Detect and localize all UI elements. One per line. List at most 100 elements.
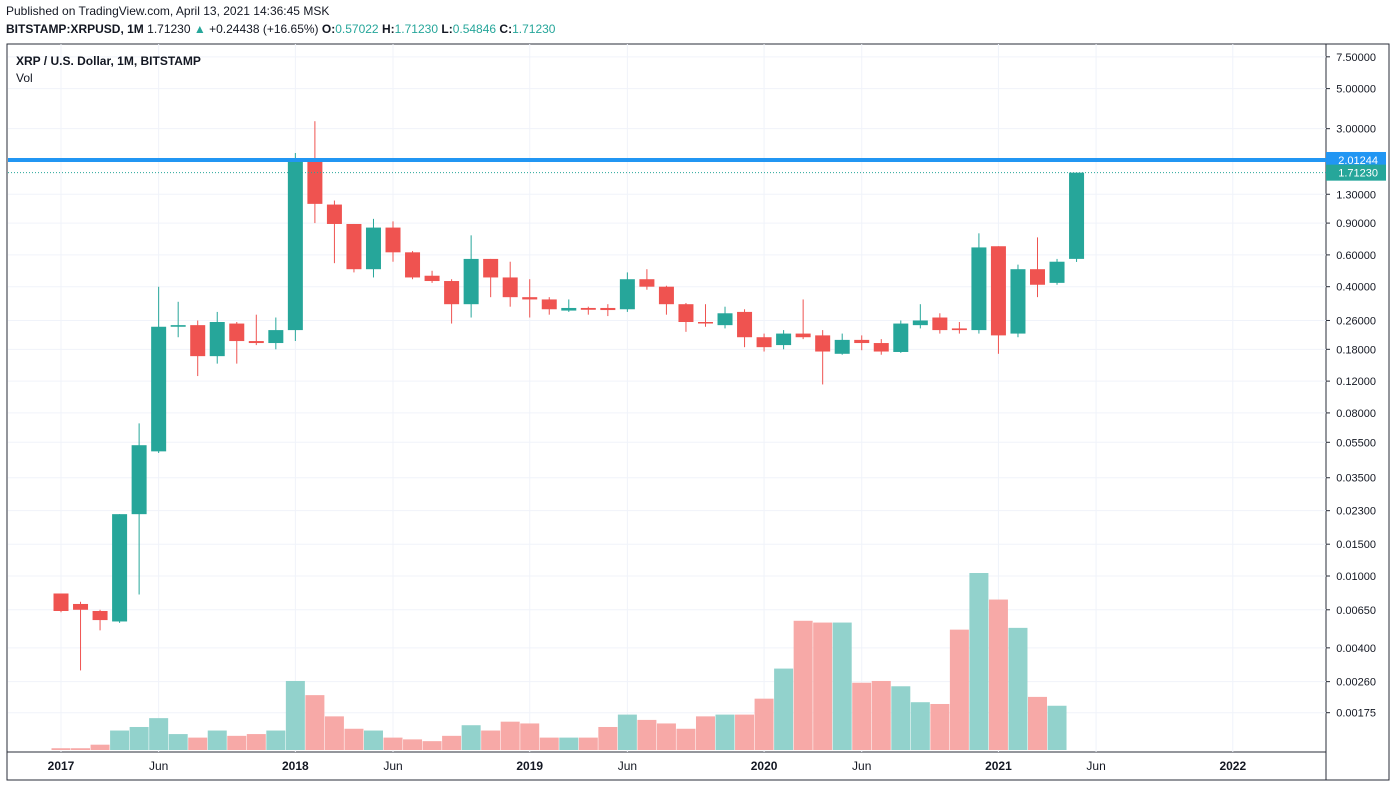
volume-bar [1047, 705, 1067, 750]
time-tick-label: 2018 [282, 759, 309, 773]
volume-bar [539, 737, 559, 750]
volume-bar [520, 723, 540, 750]
candle-body [1010, 269, 1026, 334]
volume-bar [813, 622, 833, 750]
candle-body [522, 297, 538, 300]
candle-body [1069, 172, 1085, 259]
candle [1030, 237, 1045, 298]
price-tick-label: 0.12000 [1336, 376, 1376, 388]
price-change: +0.24438 (+16.65%) [209, 22, 319, 36]
volume-bar [871, 680, 891, 750]
candle-body [951, 328, 967, 331]
legend-volume: Vol [16, 71, 33, 85]
candle [502, 261, 518, 307]
time-tick-label: Jun [1086, 759, 1105, 773]
price-tick-label: 0.18000 [1336, 344, 1376, 356]
candle [717, 306, 733, 329]
candle-body [541, 299, 557, 310]
candle [268, 317, 284, 350]
candle-body [463, 258, 479, 305]
candle-body [424, 275, 440, 282]
volume-bar [500, 721, 520, 750]
candle-body [561, 307, 577, 311]
volume-bar [735, 714, 755, 750]
candle-body [444, 281, 460, 305]
candle [639, 269, 655, 290]
candle [912, 304, 928, 329]
volume-bar [1008, 627, 1028, 750]
candle [776, 330, 792, 350]
price-tick-label: 0.90000 [1336, 218, 1376, 230]
candle-body [717, 313, 733, 326]
price-tick-label: 0.02300 [1336, 506, 1376, 518]
candle [190, 320, 206, 377]
time-tick-label: Jun [852, 759, 871, 773]
last-price-label: 1.71230 [1338, 168, 1378, 180]
volume-bar [715, 714, 735, 750]
volume-bar [324, 716, 344, 750]
candle-body [112, 514, 128, 622]
volume-bar [988, 599, 1008, 750]
volume-bar [71, 748, 91, 750]
published-caption: Published on TradingView.com, April 13, … [6, 4, 330, 18]
candle-body [834, 339, 850, 354]
candle-body [483, 258, 499, 278]
candle-body [678, 304, 694, 323]
volume-bar [852, 682, 872, 750]
low-label: L: [441, 22, 453, 36]
candle [346, 223, 362, 273]
price-axis[interactable]: 7.50000 5.00000 3.00000 1.30000 0.90000 0.600… [1326, 52, 1376, 720]
time-tick-label: 2020 [751, 759, 778, 773]
price-tick-label: 0.00650 [1336, 605, 1376, 617]
candle [737, 309, 753, 348]
price-tick-label: 0.00175 [1336, 708, 1376, 720]
volume-bar [442, 735, 462, 750]
volume-bar [266, 730, 286, 750]
candle [522, 279, 538, 318]
candle-body [53, 593, 69, 611]
candle-body [346, 223, 362, 270]
candles [53, 121, 1085, 671]
candle [92, 609, 108, 631]
candle-body [932, 317, 948, 331]
volume-bar [149, 718, 169, 750]
symbol-label: BITSTAMP:XRPUSD, 1M [6, 22, 144, 36]
volume-bar [754, 698, 774, 750]
volume-bar [559, 737, 579, 750]
price-tick-label: 0.26000 [1336, 315, 1376, 327]
volume-bar [774, 668, 794, 750]
candle-body [385, 227, 401, 253]
candle-body [326, 204, 342, 224]
candle-body [1049, 261, 1065, 283]
volume-bar [910, 702, 930, 750]
candle-body [287, 160, 303, 331]
candle-body [697, 322, 713, 324]
time-tick-label: Jun [618, 759, 637, 773]
candle [209, 311, 225, 364]
candle-body [209, 322, 225, 357]
volume-bar [969, 573, 989, 750]
price-tick-label: 0.03500 [1336, 473, 1376, 485]
candle [287, 153, 303, 342]
candle-body [639, 279, 655, 287]
time-tick-label: Jun [149, 759, 168, 773]
volume-bar [578, 737, 598, 750]
price-tick-label: 0.08000 [1336, 408, 1376, 420]
candle [444, 279, 460, 324]
volume-bar [344, 728, 364, 750]
candle-body [990, 246, 1006, 336]
chart-frame [6, 43, 1390, 781]
candle [990, 246, 1006, 354]
volume-bar [695, 716, 715, 750]
time-axis[interactable]: 2017 Jun 2018 Jun 2019 Jun 2020 Jun 2021 Jun 2022 [48, 759, 1247, 773]
price-tick-label: 0.60000 [1336, 250, 1376, 262]
price-tick-label: 0.05500 [1336, 437, 1376, 449]
candle-body [73, 603, 89, 610]
time-tick-label: 2017 [48, 759, 75, 773]
candle-body [365, 227, 381, 270]
candle [541, 297, 557, 315]
candle [678, 302, 694, 332]
candle [893, 320, 909, 353]
